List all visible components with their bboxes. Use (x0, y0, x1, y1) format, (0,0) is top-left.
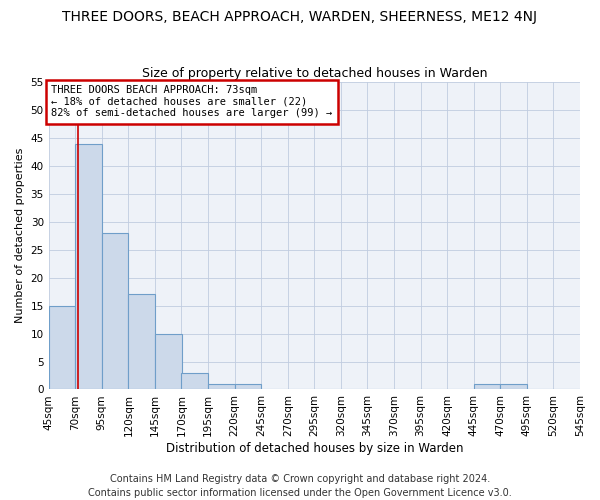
Bar (474, 384, 500, 390)
Bar (208, 384, 235, 390)
Y-axis label: Number of detached properties: Number of detached properties (15, 148, 25, 324)
Bar (75, 144, 102, 390)
Text: THREE DOORS, BEACH APPROACH, WARDEN, SHEERNESS, ME12 4NJ: THREE DOORS, BEACH APPROACH, WARDEN, SHE… (62, 10, 538, 24)
Text: THREE DOORS BEACH APPROACH: 73sqm
← 18% of detached houses are smaller (22)
82% : THREE DOORS BEACH APPROACH: 73sqm ← 18% … (52, 85, 332, 118)
Bar (128, 294, 155, 390)
Text: Contains HM Land Registry data © Crown copyright and database right 2024.
Contai: Contains HM Land Registry data © Crown c… (88, 474, 512, 498)
Bar (155, 334, 182, 390)
Title: Size of property relative to detached houses in Warden: Size of property relative to detached ho… (142, 66, 487, 80)
X-axis label: Distribution of detached houses by size in Warden: Distribution of detached houses by size … (166, 442, 463, 455)
Bar (500, 384, 527, 390)
Bar (235, 384, 261, 390)
Bar (49, 306, 75, 390)
Bar (181, 372, 208, 390)
Bar (102, 233, 128, 390)
